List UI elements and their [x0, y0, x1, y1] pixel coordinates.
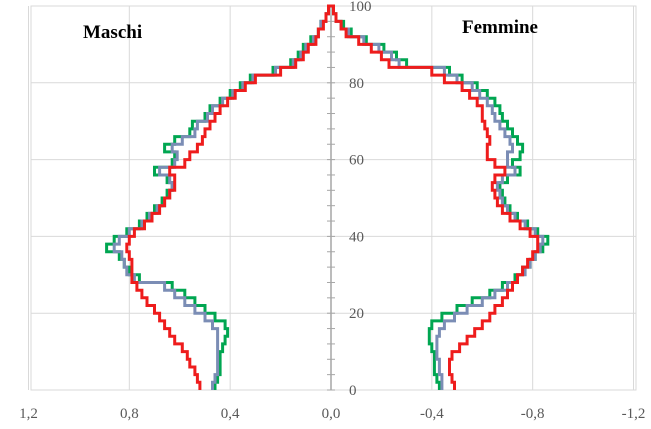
x-tick-label: 0,4: [221, 406, 240, 422]
series-2-males-line: [125, 4, 331, 390]
y-tick-label: 60: [349, 153, 364, 169]
y-tick-label: 20: [349, 306, 364, 322]
x-tick-label: 0,8: [120, 406, 139, 422]
x-tick-label: -1,2: [622, 406, 646, 422]
x-tick-label: -0,4: [420, 406, 444, 422]
x-tick-label: -0,8: [521, 406, 545, 422]
y-tick-label: 80: [349, 76, 364, 92]
annotation-maschi: Maschi: [83, 22, 142, 43]
annotation-femmine: Femmine: [462, 17, 538, 38]
y-tick-label: 40: [349, 229, 364, 245]
x-tick-label: 0,0: [322, 406, 341, 422]
plot-area: [31, 6, 636, 390]
y-tick-label: 100: [349, 0, 372, 15]
y-tick-label: 0: [349, 383, 357, 399]
series-2-females-line: [331, 4, 540, 390]
tick-labels: 1,2 0,8 0,4 0,0 -0,4 -0,8 -1,2 0 20 40 60 80 100: [19, 0, 645, 422]
series-lines: [105, 4, 550, 390]
axes: [327, 5, 335, 391]
x-tick-label: 1,2: [19, 406, 38, 422]
